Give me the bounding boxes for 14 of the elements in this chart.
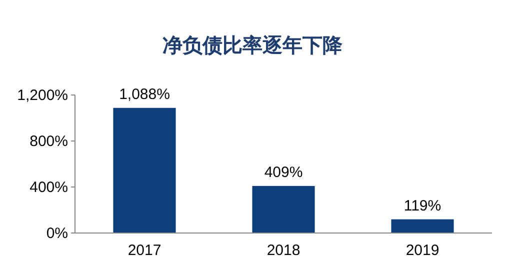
y-tick-label: 800% [30, 133, 68, 150]
data-label: 409% [264, 164, 303, 181]
data-label: 119% [404, 197, 442, 214]
bar [252, 186, 315, 233]
y-tick-label: 400% [30, 179, 68, 196]
y-tick-label: 0% [46, 225, 68, 242]
data-label: 1,088% [119, 86, 170, 103]
x-tick-label: 2018 [266, 242, 300, 259]
x-tick-label: 2019 [406, 242, 440, 259]
bar [113, 108, 176, 233]
chart-title: 净负债比率逐年下降 [162, 34, 344, 57]
x-tick-label: 2017 [128, 242, 162, 259]
bar [391, 219, 454, 233]
y-tick-label: 1,200% [17, 87, 68, 104]
